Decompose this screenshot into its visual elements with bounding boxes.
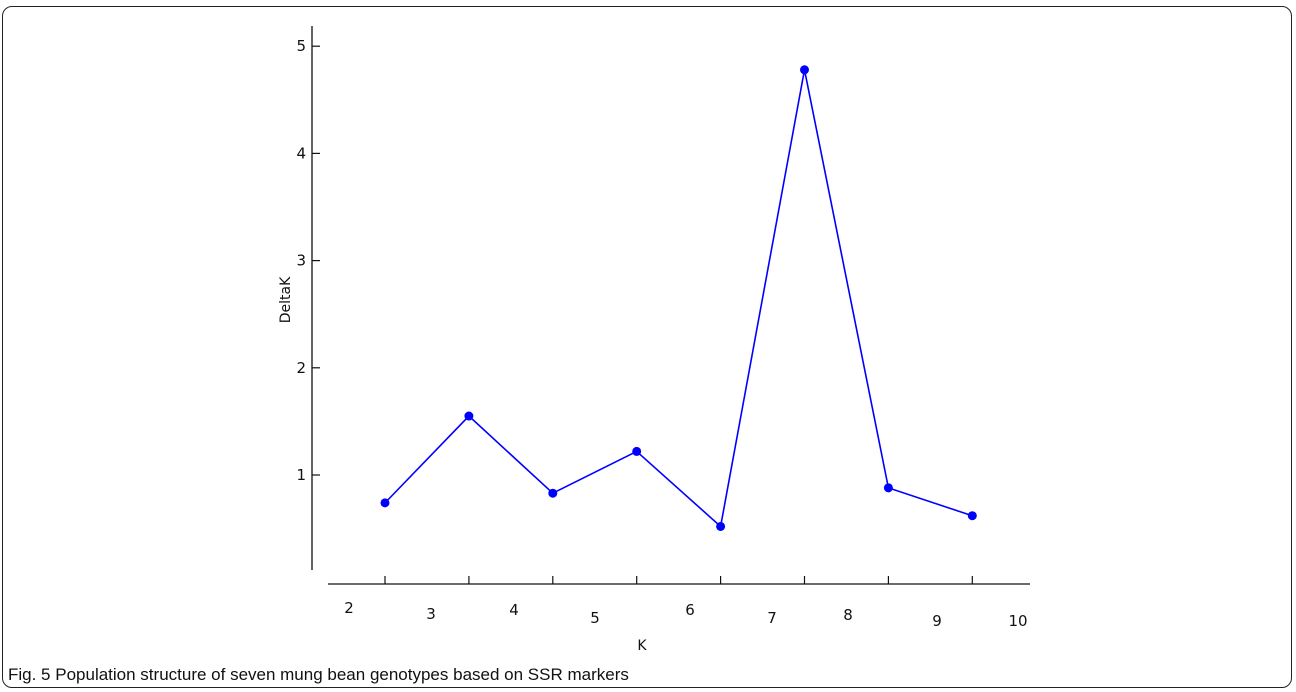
- y-ticks: 1 2 3 4 5: [296, 37, 320, 484]
- x-tick-label: 9: [932, 612, 942, 630]
- y-tick-label: 1: [296, 466, 306, 484]
- x-tick-label: 8: [843, 606, 853, 624]
- x-axis-title: K: [637, 638, 647, 654]
- x-ticks: 2 3 4 5 6 7 8 9 10: [344, 576, 1028, 630]
- data-point: [716, 521, 726, 531]
- x-tick-label: 3: [426, 605, 436, 623]
- data-point: [464, 411, 474, 421]
- data-point: [548, 488, 558, 498]
- data-point: [380, 498, 390, 508]
- figure-frame: [2, 6, 1292, 688]
- x-tick-label: 2: [344, 599, 354, 617]
- y-tick-label: 4: [296, 144, 306, 162]
- series-line: [384, 69, 973, 529]
- data-point: [883, 483, 893, 493]
- x-tick-label: 10: [1008, 612, 1027, 630]
- figure-caption: Fig. 5 Population structure of seven mun…: [8, 665, 629, 684]
- y-tick-label: 2: [296, 359, 306, 377]
- x-tick-label: 5: [590, 609, 600, 627]
- y-axis-title: DeltaK: [278, 276, 294, 323]
- x-tick-label: 7: [767, 609, 777, 627]
- data-point: [800, 65, 809, 75]
- y-tick-label: 5: [296, 37, 306, 55]
- series-group: [380, 65, 977, 531]
- y-tick-label: 3: [296, 252, 306, 270]
- x-tick-label: 4: [509, 601, 519, 619]
- x-tick-label: 6: [685, 601, 695, 619]
- data-point: [632, 446, 642, 456]
- data-point: [967, 511, 977, 521]
